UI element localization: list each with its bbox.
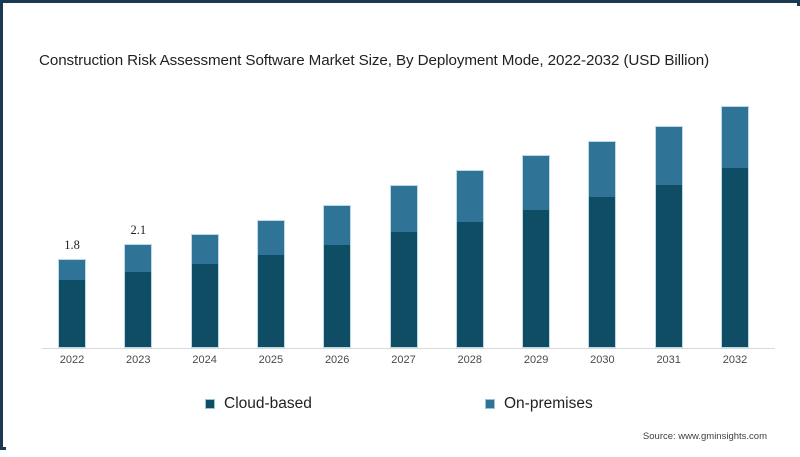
x-tick-label: 2024 [192,354,217,366]
chart-canvas: Construction Risk Assessment Software Ma… [6,6,800,450]
bar-stack [588,140,617,348]
bar-segment-on-premises [455,170,484,223]
bar-segment-cloud-based [323,245,352,348]
x-axis-line [42,348,775,349]
bar-segment-cloud-based [190,264,219,348]
bar-segment-on-premises [389,184,418,232]
bar-stack [190,234,219,348]
x-tick-label: 2028 [457,354,483,366]
legend-item-cloud-based[interactable]: Cloud-based [205,395,312,413]
x-tick-label: 2026 [324,354,350,366]
bar-segment-on-premises [522,155,551,210]
bar-segment-cloud-based [58,279,86,348]
x-tick-label: 2027 [391,354,416,366]
legend-swatch-icon [485,399,495,409]
x-tick-label: 2030 [590,354,615,366]
plot-area: 1.8 2.1 2022 2023 2024 2025 2026 2027 2028 2029 2… [7,7,800,457]
x-tick-label: 2032 [722,354,748,366]
bar-segment-cloud-based [455,222,484,348]
x-tick-label: 2023 [126,354,151,366]
page-title: Construction Risk Assessment Software Ma… [39,52,710,69]
bar-segment-on-premises [58,259,86,280]
bar-stack [323,204,352,348]
bar-segment-cloud-based [124,271,153,348]
bar-stack [721,105,749,348]
bar-segment-on-premises [124,244,153,272]
bar-segment-cloud-based [522,209,551,348]
bar-stack [389,184,418,348]
chart-legend: Cloud-based On-premises [7,395,800,419]
bar-segment-cloud-based [588,197,617,348]
bar-segment-on-premises [588,140,617,198]
bar-segment-on-premises [256,219,285,256]
bar-stack [455,170,484,348]
bar-segment-on-premises [721,105,749,168]
bar-segment-cloud-based [256,255,285,348]
legend-swatch-icon [205,399,215,409]
bar-value-label: 1.8 [64,238,80,253]
bar-segment-on-premises [654,125,683,185]
bar-segment-cloud-based [721,167,749,348]
legend-label: Cloud-based [224,395,312,412]
source-note: Source: www.gminsights.com [642,431,767,442]
bar-segment-cloud-based [654,184,683,348]
bar-stack [124,244,153,348]
bar-value-label: 2.1 [130,223,147,238]
bar-segment-on-premises [323,204,352,246]
legend-label: On-premises [504,395,593,412]
x-tick-label: 2022 [59,354,85,366]
bar-segment-cloud-based [389,231,418,348]
legend-item-on-premises[interactable]: On-premises [485,395,593,413]
bar-stack [522,155,551,348]
x-tick-label: 2029 [523,354,549,366]
x-tick-label: 2031 [656,354,681,366]
bar-stack [654,125,683,348]
bar-segment-on-premises [190,234,219,264]
bar-stack [58,259,86,348]
x-tick-label: 2025 [258,354,284,366]
bar-stack [256,219,285,348]
